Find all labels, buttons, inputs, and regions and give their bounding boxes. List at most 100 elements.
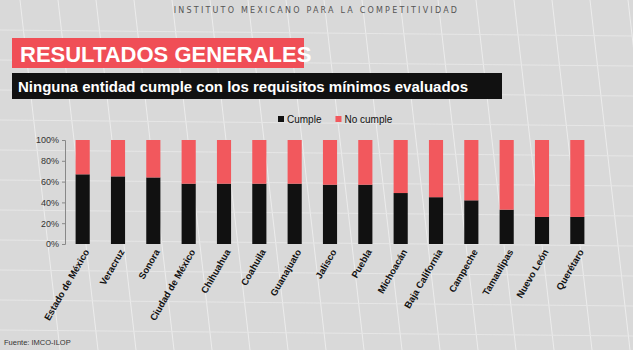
- decor-line: [0, 300, 633, 306]
- x-tick-label: Nuevo León: [514, 247, 551, 300]
- y-tick-mark: [62, 140, 65, 141]
- y-tick: 60%: [41, 177, 65, 187]
- y-tick-label: 40%: [41, 198, 59, 208]
- x-tick-label: Jalisco: [313, 247, 339, 281]
- header: INSTITUTO MEXICANO PARA LA COMPETITIVIDA…: [174, 6, 459, 15]
- bar: [182, 140, 196, 184]
- y-tick-mark: [62, 202, 65, 203]
- x-tick: Chihuahua: [199, 247, 233, 296]
- x-tick: Puebla: [349, 247, 374, 280]
- y-tick-mark: [62, 161, 65, 162]
- x-tick: Querétaro: [554, 247, 586, 292]
- y-tick-mark: [62, 223, 65, 224]
- bars: [76, 140, 585, 244]
- bar: [464, 200, 478, 244]
- x-tick: Nuevo León: [514, 247, 551, 300]
- source: Fuente: IMCO-ILOP: [4, 338, 71, 347]
- bar: [217, 140, 231, 184]
- y-tick-label: 100%: [36, 135, 59, 145]
- x-tick: Jalisco: [313, 247, 339, 281]
- decor-line: [552, 0, 592, 350]
- bar: [464, 140, 478, 200]
- legend-swatch: [278, 116, 284, 122]
- legend-swatch: [335, 116, 341, 122]
- legend-item: Cumple: [278, 114, 322, 125]
- bar: [111, 176, 125, 244]
- y-tick: 20%: [41, 219, 65, 229]
- x-tick: Guanajuato: [268, 247, 304, 298]
- bar: [570, 217, 584, 244]
- background-fill: [0, 0, 633, 350]
- x-tick: Sonora: [136, 247, 162, 281]
- bar: [182, 184, 196, 244]
- decor-line: [514, 0, 554, 350]
- bar: [252, 140, 266, 184]
- series-1: [76, 140, 585, 217]
- decor-line: [476, 0, 516, 350]
- y-tick: 80%: [41, 156, 65, 166]
- x-tick-label: Guanajuato: [268, 247, 304, 298]
- bar: [429, 140, 443, 197]
- bar: [570, 140, 584, 217]
- bar: [252, 184, 266, 244]
- x-tick-label: Baja California: [402, 247, 445, 311]
- decor-line: [438, 0, 478, 350]
- legend-item: No cumple: [335, 114, 392, 125]
- x-tick: Coahuila: [238, 247, 268, 288]
- y-axis: 0% 20% 40% 60% 80% 100%: [36, 135, 66, 249]
- x-tick-label: Veracruz: [97, 247, 126, 287]
- y-tick-mark: [62, 182, 65, 183]
- x-tick: Michoacán: [375, 247, 409, 295]
- bar: [535, 140, 549, 217]
- x-tick-label: Estado de México: [42, 247, 92, 322]
- x-tick-label: Michoacán: [375, 247, 409, 295]
- legend-label: No cumple: [344, 114, 392, 125]
- chart: INSTITUTO MEXICANO PARA LA COMPETITIVIDA…: [0, 0, 633, 350]
- y-tick-label: 20%: [41, 219, 59, 229]
- bar: [429, 197, 443, 244]
- bar: [500, 140, 514, 210]
- y-tick: 40%: [41, 198, 65, 208]
- title: RESULTADOS GENERALES: [20, 42, 311, 67]
- x-tick: Estado de México: [42, 247, 92, 322]
- x-tick: Baja California: [402, 247, 445, 311]
- x-tick-label: Tamaulipas: [480, 247, 515, 297]
- legend-label: Cumple: [287, 114, 322, 125]
- bar: [111, 140, 125, 176]
- x-tick: Ciudad de México: [147, 247, 197, 323]
- bar: [535, 217, 549, 244]
- bar: [323, 185, 337, 244]
- x-tick-label: Coahuila: [238, 247, 268, 288]
- decor-line: [0, 30, 633, 36]
- x-tick-label: Campeche: [446, 247, 480, 294]
- decor-line: [590, 0, 630, 350]
- y-tick: 0%: [46, 239, 65, 249]
- y-tick-mark: [62, 244, 65, 245]
- x-tick-label: Chihuahua: [199, 247, 233, 296]
- bar: [288, 140, 302, 184]
- bar: [146, 177, 160, 244]
- decor-line: [628, 0, 633, 350]
- y-tick: 100%: [36, 135, 65, 145]
- bar: [146, 140, 160, 177]
- subtitle: Ninguna entidad cumple con los requisito…: [18, 78, 468, 95]
- legend: Cumple No cumple: [278, 114, 393, 125]
- x-tick: Campeche: [446, 247, 480, 294]
- x-tick: Veracruz: [97, 247, 126, 287]
- bar: [323, 140, 337, 185]
- subtitle-box: [12, 73, 502, 99]
- x-tick-label: Ciudad de México: [147, 247, 197, 323]
- bar: [76, 140, 90, 174]
- background: [0, 0, 633, 350]
- x-tick-label: Querétaro: [554, 247, 586, 292]
- x-axis: Estado de MéxicoVeracruz SonoraCiudad de …: [42, 245, 596, 323]
- bar: [394, 193, 408, 244]
- bar: [358, 185, 372, 244]
- bar: [394, 140, 408, 193]
- bar: [217, 184, 231, 244]
- y-tick-label: 60%: [41, 177, 59, 187]
- y-tick-label: 0%: [46, 239, 59, 249]
- y-axis-line: [62, 141, 66, 245]
- bar: [288, 184, 302, 244]
- bar: [500, 210, 514, 244]
